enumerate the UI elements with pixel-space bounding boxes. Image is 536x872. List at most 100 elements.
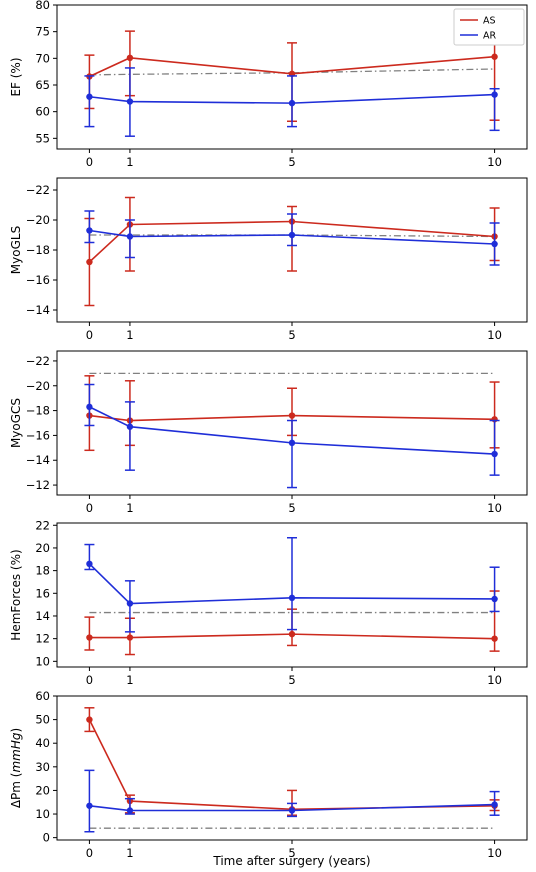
y-axis-label: MyoGCS <box>9 398 23 448</box>
y-tick-label: −18 <box>26 404 50 418</box>
series-ar <box>84 769 500 833</box>
data-point <box>86 258 93 266</box>
y-tick-label: 65 <box>35 78 50 92</box>
data-point <box>126 54 134 61</box>
y-tick-label: −22 <box>26 354 50 368</box>
data-point <box>126 98 134 105</box>
data-point <box>126 807 134 814</box>
panel-2: −22 −20 −18 −16 −14 0 1 5 10 MyoGLS <box>9 177 528 342</box>
y-tick-label: −22 <box>26 183 50 197</box>
data-point <box>288 594 296 602</box>
x-tick-label: 5 <box>288 328 295 342</box>
x-tick-label: 1 <box>126 673 133 687</box>
x-tick-label: 5 <box>288 501 295 515</box>
y-tick-label: 22 <box>35 518 50 532</box>
series-ar <box>84 383 500 489</box>
legend-label: AR <box>483 31 496 42</box>
series-ar <box>84 67 500 137</box>
series-line <box>89 633 495 640</box>
x-tick-label: 10 <box>487 328 502 342</box>
x-tick-label: 5 <box>288 155 295 169</box>
y-axis-label: EF (%) <box>9 57 23 96</box>
data-point <box>126 423 134 430</box>
y-tick-label: −14 <box>26 303 50 317</box>
y-tick-label: −16 <box>26 428 50 442</box>
data-point <box>126 600 134 607</box>
data-point <box>86 403 93 411</box>
data-point <box>288 231 296 239</box>
y-tick-label: 30 <box>35 760 50 774</box>
x-tick-label: 1 <box>126 155 133 169</box>
data-point <box>86 560 93 568</box>
data-point <box>491 635 498 642</box>
series-as <box>84 375 500 452</box>
data-point <box>491 91 498 98</box>
data-point <box>126 233 134 240</box>
y-tick-label: 75 <box>35 25 50 39</box>
data-point <box>491 240 498 248</box>
x-tick-label: 5 <box>288 673 295 687</box>
series-line <box>88 563 495 605</box>
y-tick-label: 50 <box>35 713 50 727</box>
x-tick-label: 0 <box>86 501 93 515</box>
series-line <box>88 220 495 263</box>
y-tick-label: 20 <box>35 541 50 555</box>
data-point <box>491 801 498 808</box>
data-point <box>86 716 93 723</box>
y-tick-label: 0 <box>43 831 50 845</box>
y-tick-label: 70 <box>35 51 50 65</box>
data-point <box>491 450 498 458</box>
y-tick-label: −12 <box>26 478 50 492</box>
legend: AS AR <box>453 8 525 46</box>
x-tick-label: 10 <box>487 155 502 169</box>
data-point <box>288 439 296 447</box>
y-tick-label: 20 <box>35 783 50 797</box>
y-tick-label: 10 <box>35 654 50 668</box>
series-line <box>89 803 495 812</box>
series-line <box>89 55 495 78</box>
data-point <box>86 634 93 641</box>
y-tick-label: −16 <box>26 273 50 287</box>
data-point <box>288 807 296 814</box>
y-axis-label-text: ΔPm ( <box>9 773 23 809</box>
y-axis-label-close: ) <box>9 728 23 733</box>
y-tick-label: −14 <box>26 453 50 467</box>
data-point <box>86 93 93 100</box>
x-tick-label: 10 <box>487 501 502 515</box>
y-tick-label: 80 <box>35 0 50 12</box>
x-tick-label: 0 <box>86 155 93 169</box>
y-axis-label: HemForces (%) <box>9 549 23 640</box>
data-point <box>288 99 296 107</box>
reference-line <box>89 68 495 76</box>
y-tick-label: −18 <box>26 243 50 257</box>
y-tick-label: −20 <box>26 213 50 227</box>
legend-box <box>453 8 525 46</box>
data-point <box>491 53 498 60</box>
x-tick-label: 1 <box>126 846 133 860</box>
x-tick-label: 0 <box>86 673 93 687</box>
series-as <box>84 707 500 816</box>
y-tick-label: 14 <box>35 609 50 623</box>
panel-4: 10 12 14 16 18 20 22 0 1 5 10 HemForces (%) <box>9 518 528 687</box>
x-tick-label: 5 <box>288 846 295 860</box>
series-line <box>89 229 495 245</box>
data-point <box>288 412 296 419</box>
x-axis-label: Time after surgery (years) <box>212 854 370 868</box>
y-tick-label: 12 <box>35 632 50 646</box>
panel-1: 55 60 65 70 75 80 0 1 5 10 EF (%) AS AR <box>9 0 528 169</box>
x-tick-label: 0 <box>86 846 93 860</box>
data-point <box>288 630 296 638</box>
series-ar <box>84 536 500 633</box>
y-tick-label: 40 <box>35 736 50 750</box>
data-point <box>86 802 93 809</box>
y-axis-label: MyoGLS <box>9 226 23 274</box>
y-axis-label-unit: mmHg <box>9 732 23 772</box>
x-tick-label: 10 <box>487 846 502 860</box>
x-tick-label: 1 <box>126 328 133 342</box>
data-point <box>126 634 134 641</box>
y-tick-label: 60 <box>35 105 50 119</box>
series-line <box>89 406 495 455</box>
y-axis-label: ΔPm (mmHg) <box>9 728 23 808</box>
x-tick-label: 10 <box>487 673 502 687</box>
data-point <box>86 227 93 234</box>
